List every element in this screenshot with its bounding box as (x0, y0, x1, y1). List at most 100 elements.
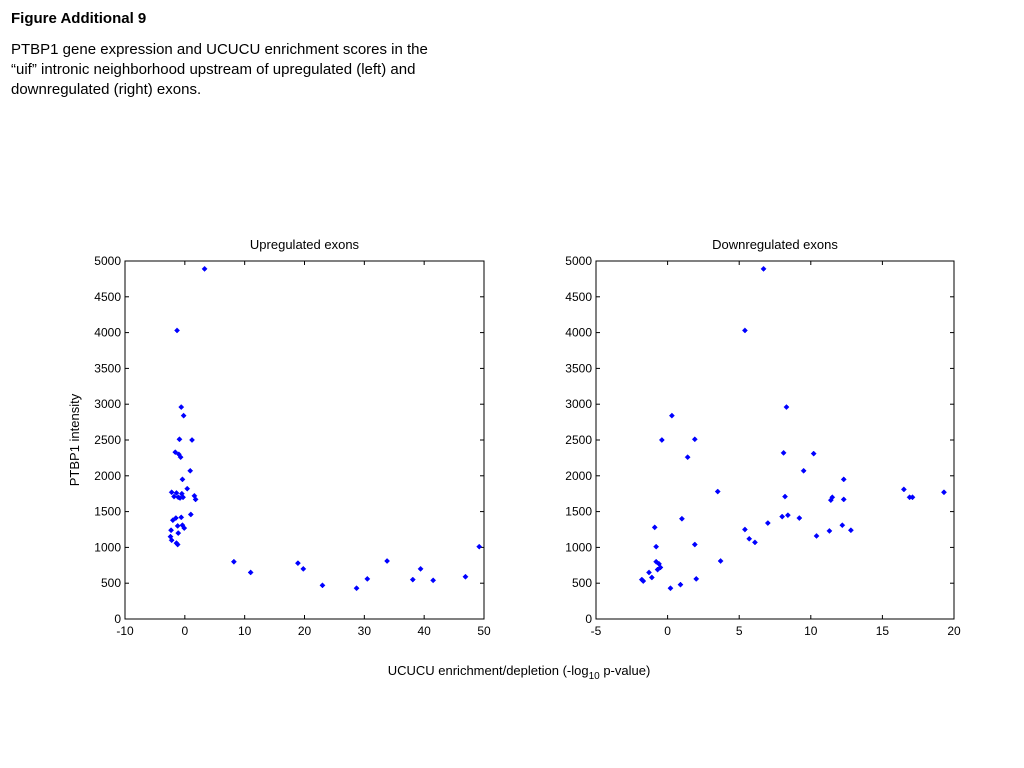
down-data-point (693, 575, 700, 582)
down-data-point (717, 558, 724, 564)
down-y-tick-label: 2000 (565, 469, 592, 483)
down-data-point (779, 513, 786, 520)
down-plot-frame (595, 260, 955, 620)
up-y-tick-label: 3000 (94, 397, 121, 411)
up-data-point (174, 541, 181, 548)
up-x-tick-label: 40 (417, 624, 431, 638)
down-data-point (813, 532, 820, 539)
down-data-point (847, 527, 854, 534)
up-chart-title: Upregulated exons (250, 237, 360, 252)
up-data-point (179, 476, 186, 483)
down-data-point (648, 574, 655, 581)
shared-x-axis-label: UCUCU enrichment/depletion (-log10 p-val… (388, 663, 651, 682)
up-data-point (189, 437, 195, 443)
up-data-point (430, 577, 437, 584)
up-data-point (177, 454, 184, 461)
up-y-tick-label: 500 (101, 576, 121, 590)
up-data-point (201, 265, 208, 272)
up-data-point (172, 449, 179, 456)
up-data-point (176, 436, 183, 443)
up-y-tick-label: 5000 (94, 254, 121, 268)
down-y-tick-label: 4500 (565, 290, 592, 304)
up-data-point (180, 494, 186, 501)
up-data-point (319, 582, 326, 589)
down-data-point (653, 558, 660, 565)
down-data-point (840, 476, 847, 483)
up-y-tick-label: 2000 (94, 469, 121, 483)
up-x-tick-label: 20 (298, 624, 312, 638)
up-y-tick-label: 0 (114, 612, 121, 626)
down-data-point (782, 493, 788, 500)
down-y-tick-label: 0 (585, 612, 592, 626)
down-y-tick-label: 3500 (565, 361, 592, 375)
down-data-point (810, 450, 817, 457)
down-data-point (654, 566, 661, 573)
up-y-tick-label: 4500 (94, 290, 121, 304)
down-y-tick-label: 1500 (565, 505, 592, 519)
down-data-point (691, 541, 698, 548)
upregulated-scatter-chart: Upregulated exons-10 0 10 20 30 40 50050010001… (67, 237, 491, 638)
up-data-point (364, 575, 371, 582)
up-data-point (174, 327, 181, 334)
down-x-tick-label: 15 (876, 624, 890, 638)
down-data-point (827, 497, 834, 504)
down-data-point (658, 437, 665, 443)
up-data-point (184, 485, 191, 492)
down-data-point (684, 454, 691, 461)
down-y-tick-label: 2500 (565, 433, 592, 447)
down-data-point (840, 496, 847, 503)
up-x-tick-label: 30 (358, 624, 372, 638)
down-data-point (678, 515, 685, 522)
down-data-point (668, 412, 675, 419)
up-data-point (476, 543, 483, 550)
up-data-point (294, 560, 301, 567)
up-data-point (462, 573, 469, 580)
up-data-point (181, 525, 188, 532)
up-data-point (187, 467, 194, 474)
up-data-point (171, 493, 178, 500)
up-y-tick-label: 1500 (94, 505, 121, 519)
down-data-point (741, 526, 748, 533)
up-data-point (409, 576, 416, 583)
down-data-point (800, 467, 807, 474)
up-data-point (230, 558, 237, 565)
up-y-axis-label: PTBP1 intensity (67, 393, 82, 486)
figure-title: Figure Additional 9 (11, 10, 147, 27)
down-chart-title: Downregulated exons (712, 237, 838, 252)
up-data-point (417, 565, 424, 572)
down-data-point (909, 494, 916, 501)
down-y-tick-label: 4000 (565, 326, 592, 340)
down-data-point (746, 535, 753, 542)
up-data-point (173, 490, 180, 496)
down-data-point (941, 489, 947, 496)
down-data-point (796, 515, 803, 521)
down-y-tick-label: 1000 (565, 540, 592, 554)
up-data-point (384, 558, 391, 564)
down-data-point (677, 581, 684, 588)
down-data-point (640, 578, 647, 585)
up-y-tick-label: 1000 (94, 540, 121, 554)
up-x-tick-label: 10 (238, 624, 252, 638)
down-data-point (784, 512, 791, 519)
up-x-tick-label: -10 (116, 624, 134, 638)
down-y-tick-label: 5000 (565, 254, 592, 268)
up-y-tick-label: 3500 (94, 361, 121, 375)
up-data-point (168, 489, 175, 496)
down-y-tick-label: 500 (572, 576, 592, 590)
up-data-point (175, 530, 182, 537)
down-data-point (667, 585, 674, 592)
down-x-tick-label: 0 (664, 624, 671, 638)
down-x-tick-label: -5 (591, 624, 602, 638)
down-data-point (900, 486, 907, 493)
down-data-point (646, 569, 652, 576)
up-data-point (353, 585, 360, 592)
up-data-point (192, 496, 199, 503)
up-data-point (178, 404, 185, 411)
down-data-point (741, 327, 748, 334)
up-y-tick-label: 2500 (94, 433, 121, 447)
up-data-point (169, 517, 176, 524)
down-data-point (783, 404, 790, 411)
up-data-point (168, 527, 175, 534)
figure-caption: PTBP1 gene expression and UCUCU enrichme… (11, 41, 428, 98)
